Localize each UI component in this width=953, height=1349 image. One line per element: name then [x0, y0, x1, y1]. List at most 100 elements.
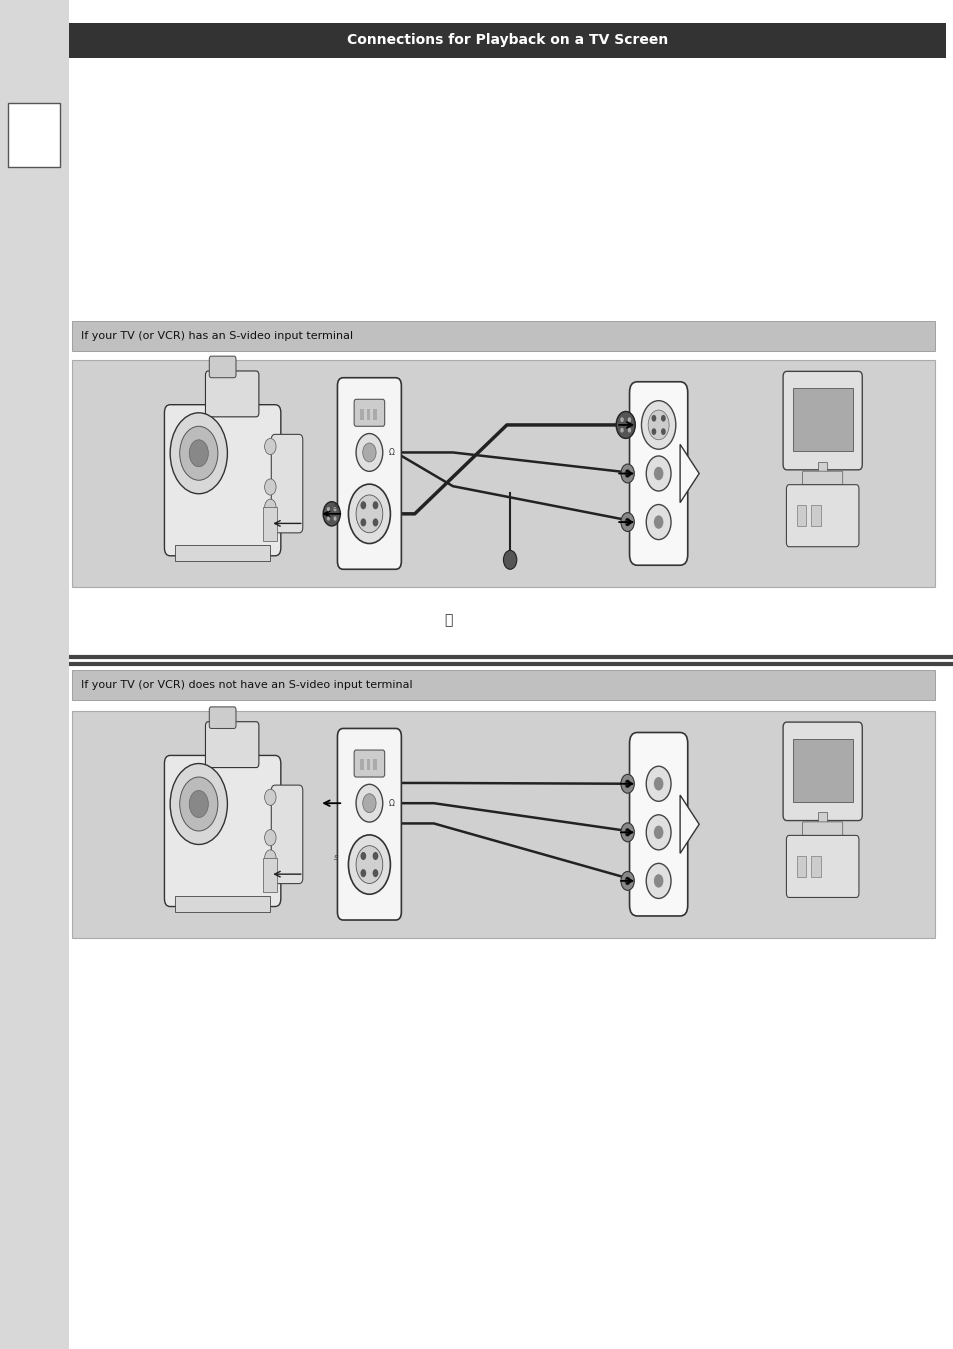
Circle shape — [264, 830, 275, 846]
Circle shape — [348, 835, 390, 894]
FancyBboxPatch shape — [629, 733, 687, 916]
Bar — [359, 759, 363, 770]
Circle shape — [179, 777, 217, 831]
Circle shape — [645, 863, 670, 898]
FancyBboxPatch shape — [354, 399, 384, 426]
Circle shape — [373, 853, 378, 861]
Circle shape — [640, 401, 675, 449]
Circle shape — [645, 815, 670, 850]
Circle shape — [334, 507, 336, 511]
Text: Ω: Ω — [388, 448, 394, 457]
Bar — [69, 23, 945, 58]
FancyBboxPatch shape — [337, 378, 401, 569]
Text: Ω: Ω — [388, 799, 394, 808]
Circle shape — [189, 440, 208, 467]
Circle shape — [360, 518, 366, 526]
Circle shape — [624, 469, 630, 478]
Text: S: S — [334, 855, 338, 861]
Circle shape — [653, 826, 662, 839]
Circle shape — [624, 877, 630, 885]
Text: If your TV (or VCR) does not have an S-video input terminal: If your TV (or VCR) does not have an S-v… — [81, 680, 413, 691]
Circle shape — [660, 415, 665, 422]
Circle shape — [360, 853, 366, 861]
Circle shape — [619, 428, 623, 433]
Circle shape — [651, 415, 656, 422]
Circle shape — [355, 784, 382, 822]
Circle shape — [355, 495, 382, 533]
Circle shape — [264, 479, 275, 495]
Circle shape — [651, 428, 656, 434]
Circle shape — [327, 507, 330, 511]
Text: If your TV (or VCR) has an S-video input terminal: If your TV (or VCR) has an S-video input… — [81, 331, 353, 341]
Circle shape — [616, 411, 635, 438]
FancyBboxPatch shape — [262, 858, 276, 892]
FancyBboxPatch shape — [271, 785, 302, 884]
Circle shape — [624, 828, 630, 836]
FancyBboxPatch shape — [8, 103, 60, 167]
Bar — [174, 896, 270, 912]
Circle shape — [624, 518, 630, 526]
Circle shape — [653, 515, 662, 529]
Circle shape — [348, 484, 390, 544]
Circle shape — [362, 442, 375, 461]
FancyBboxPatch shape — [801, 822, 841, 835]
Circle shape — [620, 823, 634, 842]
Bar — [71, 711, 934, 938]
Circle shape — [323, 502, 340, 526]
Bar — [366, 759, 370, 770]
Circle shape — [653, 874, 662, 888]
FancyBboxPatch shape — [262, 507, 276, 541]
Bar — [810, 505, 820, 526]
Bar — [366, 409, 370, 420]
FancyBboxPatch shape — [271, 434, 302, 533]
Text: S: S — [334, 505, 338, 510]
Bar — [359, 409, 363, 420]
Bar — [810, 855, 820, 877]
FancyBboxPatch shape — [792, 389, 852, 452]
Circle shape — [653, 467, 662, 480]
FancyBboxPatch shape — [337, 728, 401, 920]
FancyBboxPatch shape — [782, 722, 862, 820]
FancyBboxPatch shape — [164, 405, 280, 556]
Circle shape — [170, 764, 227, 844]
Circle shape — [627, 428, 631, 433]
FancyBboxPatch shape — [209, 707, 235, 728]
FancyBboxPatch shape — [205, 371, 258, 417]
Polygon shape — [679, 795, 699, 854]
Circle shape — [660, 428, 665, 434]
Text: Ⓢ: Ⓢ — [444, 614, 452, 627]
Circle shape — [619, 417, 623, 422]
Circle shape — [627, 417, 631, 422]
Bar — [796, 505, 805, 526]
Bar — [796, 855, 805, 877]
Circle shape — [620, 774, 634, 793]
Bar — [0, 0, 69, 1349]
Circle shape — [373, 869, 378, 877]
Circle shape — [645, 456, 670, 491]
Circle shape — [334, 517, 336, 521]
Circle shape — [179, 426, 217, 480]
FancyBboxPatch shape — [354, 750, 384, 777]
Circle shape — [327, 517, 330, 521]
FancyBboxPatch shape — [792, 739, 852, 803]
Circle shape — [620, 871, 634, 890]
Circle shape — [645, 766, 670, 801]
FancyBboxPatch shape — [785, 835, 858, 897]
Circle shape — [170, 413, 227, 494]
Circle shape — [647, 410, 668, 440]
Circle shape — [624, 780, 630, 788]
Circle shape — [355, 846, 382, 884]
Circle shape — [360, 869, 366, 877]
Bar — [71, 670, 934, 700]
Circle shape — [620, 464, 634, 483]
Circle shape — [373, 518, 378, 526]
Circle shape — [264, 789, 275, 805]
Circle shape — [264, 499, 275, 515]
Circle shape — [373, 502, 378, 510]
Text: Connections for Playback on a TV Screen: Connections for Playback on a TV Screen — [347, 34, 667, 47]
Circle shape — [189, 791, 208, 817]
FancyBboxPatch shape — [205, 722, 258, 768]
FancyBboxPatch shape — [801, 471, 841, 484]
FancyBboxPatch shape — [782, 371, 862, 469]
Circle shape — [645, 505, 670, 540]
